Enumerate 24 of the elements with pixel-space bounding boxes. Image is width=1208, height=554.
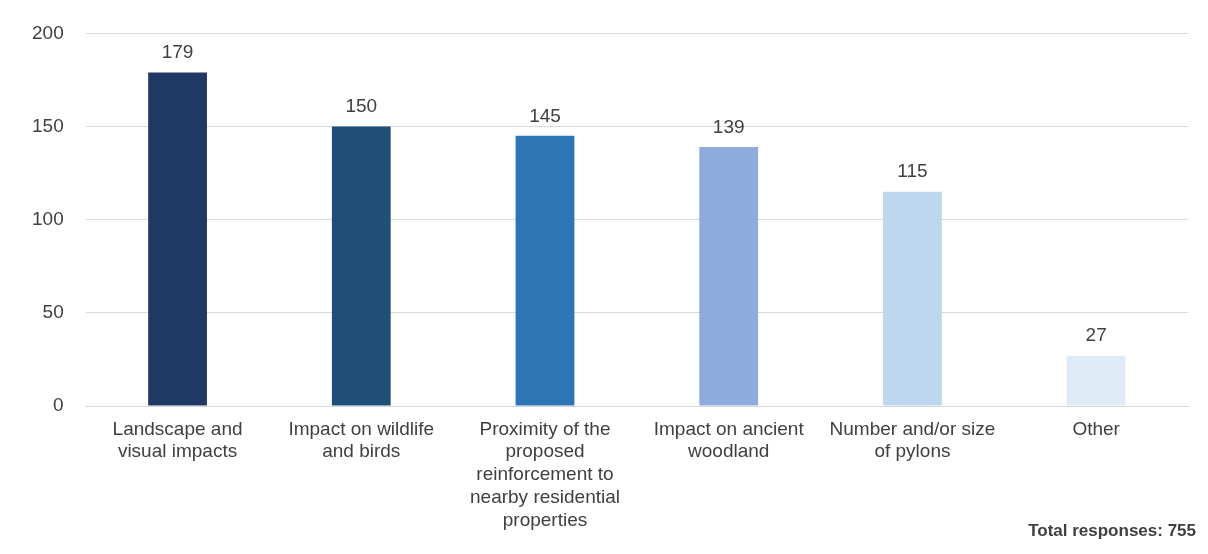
x-tick-label: Number and/or size of pylons xyxy=(829,417,996,462)
bar xyxy=(883,191,942,406)
bar xyxy=(331,126,391,406)
text: Total responses: 755 xyxy=(1028,521,1196,541)
data-label: 150 xyxy=(345,95,378,117)
data-label: 27 xyxy=(1085,324,1107,346)
y-tick-label: 0 xyxy=(53,394,64,416)
data-label: 139 xyxy=(712,115,745,137)
y-tick-label: 150 xyxy=(32,114,64,136)
data-label: 115 xyxy=(897,160,928,182)
x-tick-label: Proximity of the proposed reinforcement to nearby residential properties xyxy=(470,417,620,530)
x-tick-label: Impact on wildlife and birds xyxy=(288,417,435,462)
y-tick-label: 100 xyxy=(32,207,64,229)
y-tick-label: 200 xyxy=(32,21,64,43)
bar xyxy=(515,135,575,406)
bar xyxy=(1066,355,1126,406)
bar xyxy=(148,72,207,406)
y-tick-label: 50 xyxy=(42,301,64,323)
data-label: 179 xyxy=(161,41,194,63)
bar xyxy=(699,147,759,406)
x-tick-label: Landscape and visual impacts xyxy=(112,417,243,462)
data-label: 145 xyxy=(529,104,561,126)
x-tick-label: Impact on ancient woodland xyxy=(653,417,805,462)
x-tick-label: Other xyxy=(1072,417,1121,439)
